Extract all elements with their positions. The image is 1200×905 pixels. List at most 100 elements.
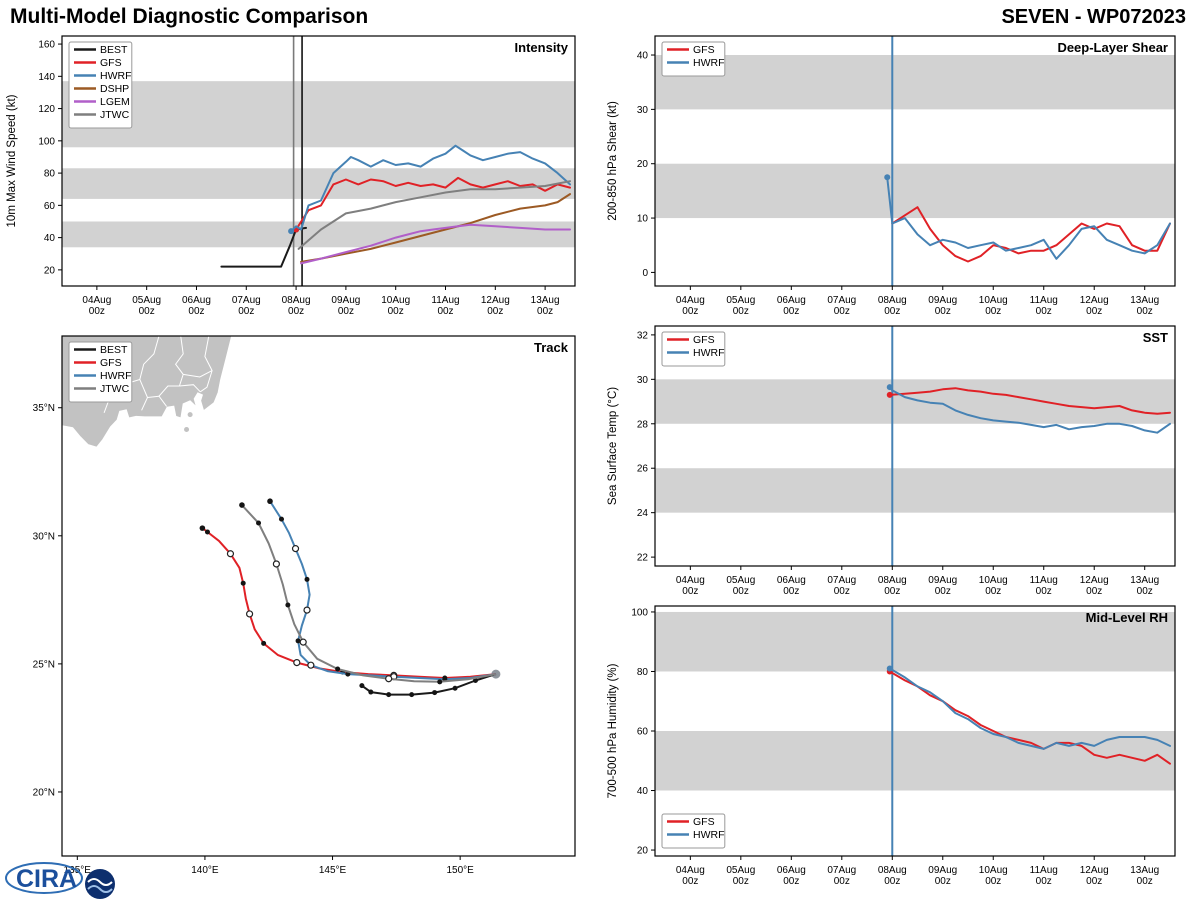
svg-text:24: 24 xyxy=(637,508,649,519)
svg-text:150°E: 150°E xyxy=(446,865,474,876)
cira-logo: CIRA xyxy=(4,856,136,905)
shaded-band xyxy=(62,168,575,199)
svg-text:BEST: BEST xyxy=(100,344,128,356)
svg-text:20: 20 xyxy=(44,265,56,276)
shaded-band xyxy=(655,731,1175,791)
series-gfs xyxy=(891,206,1171,263)
logo-wave2-icon xyxy=(87,885,113,893)
svg-text:GFS: GFS xyxy=(693,334,715,346)
svg-text:32: 32 xyxy=(637,330,649,341)
intensity-chart: 04Aug 00z 05Aug 00z 06Aug 00z 07Aug 00z 08Aug 00z… xyxy=(0,28,600,328)
svg-text:30: 30 xyxy=(637,105,649,116)
shaded-band xyxy=(655,55,1175,110)
svg-text:100: 100 xyxy=(38,136,55,147)
svg-text:100: 100 xyxy=(631,607,648,618)
svg-text:20°N: 20°N xyxy=(33,787,55,798)
panel-title: Track xyxy=(534,340,569,355)
svg-text:145°E: 145°E xyxy=(319,865,347,876)
track-best xyxy=(361,673,497,696)
svg-text:GFS: GFS xyxy=(693,816,715,828)
svg-text:20: 20 xyxy=(637,846,649,857)
y-axis-label: Sea Surface Temp (°C) xyxy=(607,387,619,505)
svg-text:60: 60 xyxy=(44,201,56,212)
series-hwrf xyxy=(886,176,1171,260)
svg-text:30°N: 30°N xyxy=(33,531,55,542)
track-gfs xyxy=(201,527,497,679)
svg-text:JTWC: JTWC xyxy=(100,109,130,121)
track-svg: 135°E 140°E 145°E 150°E20°N25°N30°N35°NTrac… xyxy=(33,335,576,876)
series-gfs xyxy=(295,176,571,231)
track-hwrf xyxy=(269,500,497,681)
svg-text:40: 40 xyxy=(637,51,649,62)
series-gfs xyxy=(888,387,1171,415)
shear-svg: 04Aug 00z 05Aug 00z 06Aug 00z 07Aug 00z 08Aug 00z… xyxy=(607,35,1176,317)
svg-text:HWRF: HWRF xyxy=(693,57,725,69)
svg-text:35°N: 35°N xyxy=(33,403,55,414)
panel-title: Intensity xyxy=(515,40,569,55)
mid-level-rh-chart: 04Aug 00z 05Aug 00z 06Aug 00z 07Aug 00z 08Aug 00z… xyxy=(600,598,1200,900)
svg-text:DSHP: DSHP xyxy=(100,83,129,95)
page-title: Multi-Model Diagnostic Comparison xyxy=(10,5,369,28)
svg-text:30: 30 xyxy=(637,375,649,386)
svg-text:10: 10 xyxy=(637,214,649,225)
svg-text:0: 0 xyxy=(642,268,648,279)
svg-text:40: 40 xyxy=(44,233,56,244)
logo-wave-icon xyxy=(87,878,113,886)
y-axis: 20°N 25°N 30°N 35°N xyxy=(33,403,62,798)
svg-text:160: 160 xyxy=(38,40,55,51)
shaded-band xyxy=(62,81,575,148)
rh-svg: 04Aug 00z 05Aug 00z 06Aug 00z 07Aug 00z 08Aug 00z… xyxy=(607,605,1176,887)
svg-text:HWRF: HWRF xyxy=(693,829,725,841)
plot-border xyxy=(654,325,1176,567)
series-hwrf xyxy=(290,144,571,233)
sst-svg: 04Aug 00z 05Aug 00z 06Aug 00z 07Aug 00z 08Aug 00z… xyxy=(607,325,1176,597)
svg-text:28: 28 xyxy=(637,419,649,430)
x-axis: 04Aug 00z 05Aug 00z 06Aug 00z 07Aug 00z 08Aug 00z… xyxy=(676,286,1159,317)
svg-text:GFS: GFS xyxy=(693,44,715,56)
svg-text:HWRF: HWRF xyxy=(100,370,132,382)
svg-text:HWRF: HWRF xyxy=(100,70,132,82)
y-axis-label: 700-500 hPa Humidity (%) xyxy=(607,663,619,798)
deep-layer-shear-chart: 04Aug 00z 05Aug 00z 06Aug 00z 07Aug 00z 08Aug 00z… xyxy=(600,28,1200,328)
svg-text:40: 40 xyxy=(637,786,649,797)
series-jtwc xyxy=(297,180,571,250)
series-hwrf xyxy=(888,667,1171,750)
svg-text:GFS: GFS xyxy=(100,57,122,69)
shaded-band xyxy=(655,379,1175,424)
svg-text:25°N: 25°N xyxy=(33,659,55,670)
y-axis: 22 24 26 28 30 32 xyxy=(637,330,655,564)
track-jtwc xyxy=(241,504,497,683)
x-axis: 04Aug 00z 05Aug 00z 06Aug 00z 07Aug 00z 08Aug 00z… xyxy=(676,856,1159,887)
legend-box xyxy=(68,341,133,403)
cira-logo-svg: CIRA xyxy=(5,862,115,899)
shaded-band xyxy=(655,468,1175,513)
